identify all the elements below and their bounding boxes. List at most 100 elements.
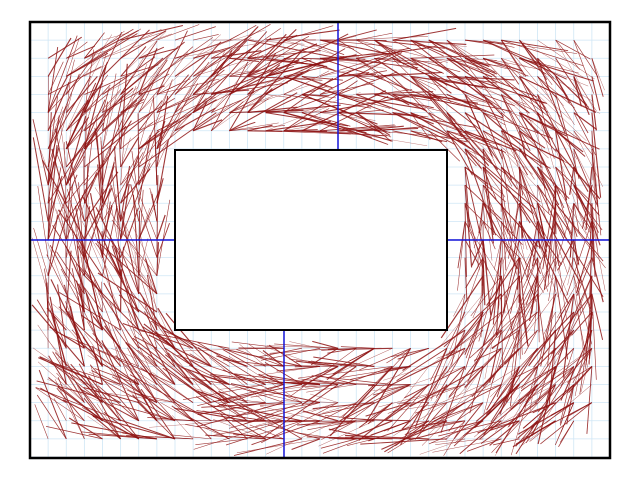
flow-segment — [56, 387, 85, 422]
flow-segment — [62, 399, 140, 440]
flow-segment — [47, 76, 68, 113]
flow-segment — [573, 184, 600, 216]
flow-segment — [192, 103, 234, 131]
flow-segment — [482, 112, 506, 126]
flow-segment — [84, 136, 93, 204]
flow-segment — [519, 39, 568, 98]
flow-segment — [448, 348, 502, 399]
flow-segment — [560, 329, 593, 401]
flow-segment — [114, 326, 158, 385]
flow-segment — [359, 402, 393, 428]
flow-segment — [502, 275, 538, 342]
flow-segment — [591, 293, 604, 341]
flow-segment — [485, 347, 538, 415]
flow-segment — [410, 76, 436, 91]
flow-segment — [555, 76, 571, 104]
flow-segment — [428, 39, 496, 73]
flow-segment — [428, 58, 469, 84]
flow-segment — [374, 93, 434, 109]
flow-segment — [120, 31, 167, 77]
flow-segment — [78, 296, 85, 331]
flow-segment — [495, 366, 538, 433]
flow-segment — [483, 39, 578, 54]
flow-segment — [82, 149, 85, 204]
flow-segment — [105, 235, 158, 295]
flow-segment — [501, 112, 521, 174]
flow-segment — [343, 384, 411, 420]
flow-segment — [519, 184, 551, 245]
flow-segment — [555, 166, 590, 201]
flow-segment — [265, 29, 340, 41]
flow-segment — [448, 366, 502, 432]
flow-segment — [555, 239, 568, 274]
flow-segment — [591, 221, 606, 291]
flow-segment — [138, 134, 151, 204]
flow-segment — [446, 311, 502, 357]
flow-segment — [170, 434, 212, 440]
flow-segment — [446, 112, 463, 138]
flow-segment — [560, 257, 574, 293]
flow-segment — [523, 384, 575, 429]
flow-segment — [120, 45, 179, 113]
flow-segment — [57, 209, 103, 277]
flow-segment — [322, 420, 411, 454]
flow-segment — [65, 245, 104, 331]
flow-segment — [464, 148, 491, 161]
flow-segment — [464, 221, 496, 284]
flow-segment — [138, 189, 160, 240]
flow-segment — [84, 196, 89, 276]
flow-segment — [442, 329, 484, 378]
flow-segment — [283, 66, 326, 77]
flow-segment — [301, 75, 343, 81]
flow-segment — [478, 203, 484, 234]
flow-segment — [174, 39, 232, 59]
flow-segment — [247, 37, 272, 59]
flow-segment — [41, 159, 85, 240]
flow-segment — [213, 420, 284, 436]
flow-segment — [356, 109, 384, 113]
flow-segment — [89, 241, 121, 313]
flow-segment — [70, 363, 121, 422]
flow-segment — [83, 66, 107, 150]
flow-segment — [84, 49, 94, 113]
flow-segment — [96, 240, 158, 295]
flow-segment — [201, 402, 284, 408]
flow-segment — [229, 92, 298, 132]
flow-segment — [490, 348, 538, 398]
flow-segment — [446, 39, 479, 60]
flow-segment — [426, 420, 466, 426]
flow-segment — [300, 365, 339, 383]
flow-segment — [537, 130, 557, 152]
flow-segment — [501, 58, 571, 120]
flow-segment — [144, 258, 158, 295]
flow-segment — [410, 130, 468, 143]
flow-segment — [77, 245, 103, 295]
flow-segment — [283, 25, 334, 41]
flow-segment — [55, 187, 85, 258]
flow-segment — [384, 402, 466, 453]
flow-segment — [445, 420, 466, 441]
flow-segment — [433, 402, 484, 422]
flow-segment — [469, 329, 502, 359]
flow-segment — [384, 366, 466, 395]
flow-segment — [338, 125, 378, 132]
flow-segment — [464, 347, 502, 388]
flow-segment — [464, 184, 502, 220]
flow-segment — [211, 76, 290, 131]
flow-segment — [591, 257, 604, 303]
flow-segment — [482, 221, 496, 250]
flow-segment — [482, 148, 494, 236]
flow-segment — [495, 257, 520, 338]
flow-segment — [50, 279, 85, 349]
flow-segment — [537, 184, 564, 239]
flow-segment — [491, 311, 520, 384]
flow-segment — [66, 59, 75, 95]
flow-segment — [138, 112, 169, 131]
flow-segment — [94, 187, 139, 258]
flow-segment — [391, 347, 429, 358]
flow-segment — [500, 203, 514, 234]
flow-segment — [525, 221, 556, 306]
flow-segment — [289, 341, 321, 349]
flow-segment — [531, 239, 539, 267]
